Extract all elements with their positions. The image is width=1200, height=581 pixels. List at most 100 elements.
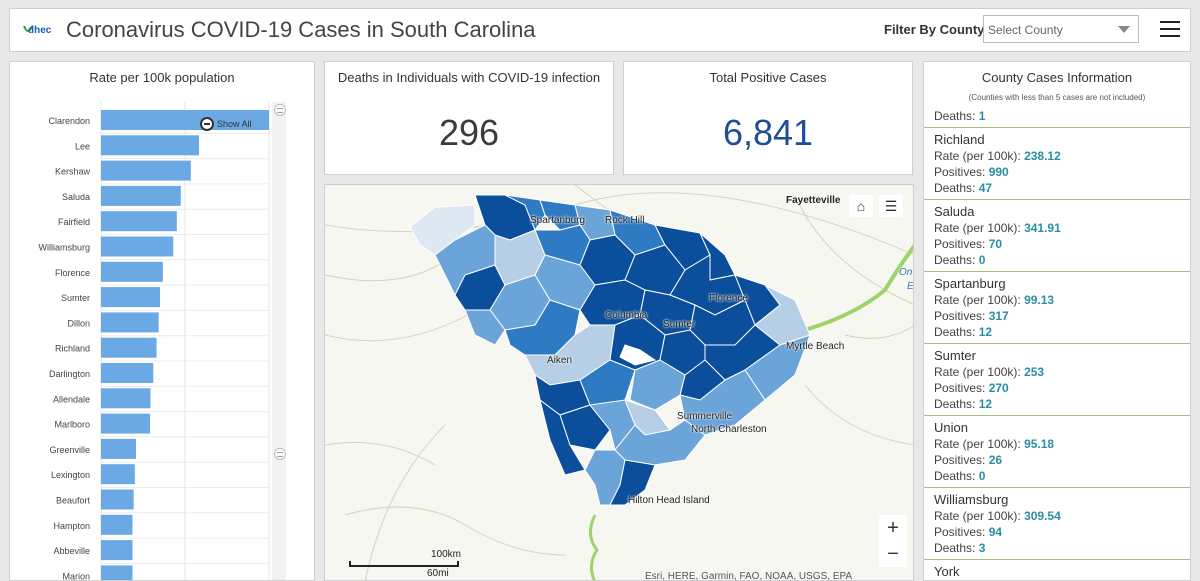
bar-florence[interactable] [101,261,163,282]
bar-label-darlington: Darlington [49,369,90,379]
bar-label-allendale: Allendale [53,394,90,404]
county-deaths: Deaths: 12 [934,325,993,339]
bar-saluda[interactable] [101,185,181,206]
scale-mi-label: 60mi [427,568,449,579]
county-rate: Rate (per 100k): 95.18 [934,437,1055,451]
page-title: Coronavirus COVID-19 Cases in South Caro… [66,17,536,42]
sc-county-map[interactable] [325,185,914,581]
legend-list-icon[interactable]: ☰ [879,195,903,217]
zoom-in-button[interactable]: + [879,515,907,541]
county-name: York [934,564,960,579]
zoom-out-button[interactable]: − [879,541,907,567]
bar-label-kershaw: Kershaw [55,167,91,177]
bar-richland[interactable] [101,337,157,358]
bar-label-beaufort: Beaufort [56,496,91,506]
county-deaths: Deaths: 47 [934,181,993,195]
bar-beaufort[interactable] [101,489,134,510]
chevron-down-icon [1118,26,1130,33]
bar-kershaw[interactable] [101,160,191,181]
bar-darlington[interactable] [101,363,154,383]
county-name: Spartanburg [934,276,1006,291]
map-attribution: Esri, HERE, Garmin, FAO, NOAA, USGS, EPA [645,571,853,581]
zoom-out-icon[interactable] [200,117,214,131]
dhec-logo: dhec [22,22,56,40]
county-positives: Positives: 26 [934,453,1003,467]
bar-label-marion: Marion [62,571,90,581]
map-label-ocean: On [899,267,913,278]
county-deaths: Deaths: 0 [934,253,986,267]
county-rate: Rate (per 100k): 238.12 [934,149,1061,163]
list-item[interactable]: Williamsburg Rate (per 100k): 309.54 Posit… [924,488,1190,560]
county-select-placeholder: Select County [988,23,1063,37]
positive-cases-value: 6,841 [722,112,814,153]
bar-label-richland: Richland [55,344,90,354]
bar-fairfield[interactable] [101,211,177,232]
bar-dillon[interactable] [101,312,159,333]
county-deaths: Deaths: 0 [934,469,986,483]
county-shape [409,204,476,256]
rate-chart-panel: Rate per 100k population Clarendon Lee Ker… [9,61,315,581]
scale-km-label: 100km [431,549,462,560]
bar-marlboro[interactable] [101,413,150,434]
county-positives: Positives: 94 [934,525,1003,539]
county-shape [619,344,657,366]
county-info-subtitle: (Counties with less than 5 cases are not… [968,93,1146,102]
filter-label: Filter By County [884,22,985,37]
deaths-panel: Deaths in Individuals with COVID-19 infe… [324,61,614,175]
scroll-handle-top[interactable] [274,104,286,116]
list-item[interactable]: Union Rate (per 100k): 95.18 Positives: 26… [924,416,1190,488]
bar-allendale[interactable] [101,388,151,409]
county-shape [744,334,811,401]
county-list[interactable]: Deaths: 1 Richland Rate (per 100k): 238.1… [924,108,1190,580]
positive-cases-title: Total Positive Cases [709,70,827,85]
map-label-aiken: Aiken [547,355,573,366]
bar-clarendon[interactable] [101,110,269,130]
county-shape [504,194,546,232]
list-item[interactable]: Deaths: 1 [924,108,1190,128]
scroll-handle-bottom[interactable] [274,448,286,460]
map-label-ocean-2: E [907,281,914,292]
chart-scrollbar[interactable] [272,102,286,580]
show-all-control[interactable]: Show All [200,117,252,131]
app-header: dhec Coronavirus COVID-19 Cases in South… [9,8,1191,52]
bar-label-lee: Lee [75,141,90,151]
map-label-sumter: Sumter [663,319,696,330]
county-name: Union [934,420,968,435]
county-select[interactable]: Select County [983,15,1139,43]
hamburger-menu-icon[interactable] [1160,21,1180,39]
bar-williamsburg[interactable] [101,236,174,257]
bar-label-fairfield: Fairfield [58,217,90,227]
map-label-columbia: Columbia [605,310,648,321]
map-label-myrtle-beach: Myrtle Beach [786,341,845,352]
home-icon[interactable]: ⌂ [849,195,873,217]
county-shape [464,309,506,346]
bar-marion[interactable] [101,565,133,581]
map-label-spartanburg: Spartanburg [530,215,586,226]
bar-label-hampton: Hampton [53,521,90,531]
list-item[interactable]: York [924,560,1190,580]
county-map-panel[interactable]: Fayetteville Spartanburg Rock Hill Flore… [324,184,914,581]
bar-hampton[interactable] [101,514,133,535]
county-rate: Rate (per 100k): 99.13 [934,293,1055,307]
deaths-title: Deaths in Individuals with COVID-19 infe… [337,70,601,85]
rate-bar-chart: Clarendon Lee Kershaw Saluda Fairfield Willia… [38,102,270,581]
map-label-summerville: Summerville [677,411,733,422]
list-item[interactable]: Richland Rate (per 100k): 238.12 Positives… [924,128,1190,200]
list-item[interactable]: Sumter Rate (per 100k): 253 Positives: 270… [924,344,1190,416]
scale-bar [349,561,459,567]
county-deaths: Deaths: 3 [934,541,986,555]
bar-sumter[interactable] [101,287,161,308]
bar-lee[interactable] [101,135,199,156]
map-label-rock-hill: Rock Hill [605,215,645,226]
list-item[interactable]: Spartanburg Rate (per 100k): 99.13 Positiv… [924,272,1190,344]
bar-label-saluda: Saluda [62,192,90,202]
county-name: Saluda [934,204,975,219]
bar-greenville[interactable] [101,438,136,459]
bar-label-clarendon: Clarendon [48,116,90,126]
map-label-fayetteville: Fayetteville [786,195,841,206]
bar-abbeville[interactable] [101,540,133,561]
bar-lexington[interactable] [101,464,135,485]
list-item[interactable]: Saluda Rate (per 100k): 341.91 Positives: … [924,200,1190,272]
bar-label-abbeville: Abbeville [53,546,90,556]
show-all-label: Show All [217,119,252,129]
